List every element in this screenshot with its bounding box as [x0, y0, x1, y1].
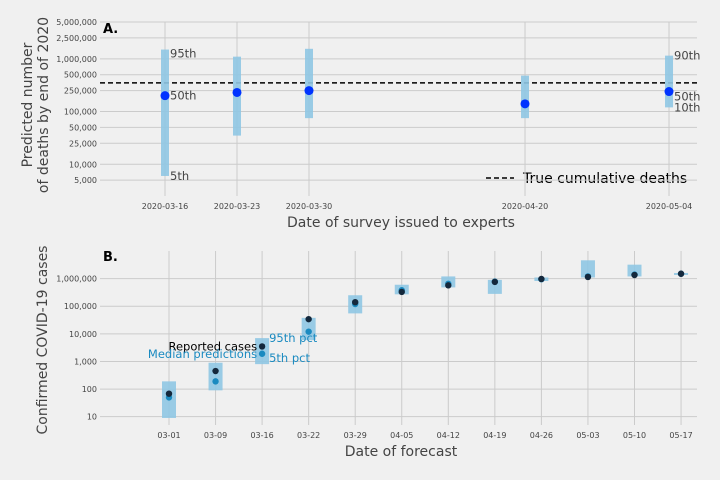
- panel-b-reported-point: [258, 343, 266, 350]
- panel-b-median-point: [212, 378, 219, 385]
- panel-b-interval-bar: [208, 362, 223, 391]
- panel-b-xtick-label: 04-05: [390, 431, 413, 440]
- panel-a-legend: True cumulative deaths: [486, 171, 687, 187]
- panel-b-interval-bar: [580, 260, 595, 278]
- panel-a-interval-bar: [521, 75, 530, 119]
- panel-a-ylabel-line1: Predicted number: [20, 42, 36, 167]
- panel-a-ytick-label: 250,000: [64, 87, 97, 96]
- panel-a-interval-bar: [161, 49, 169, 176]
- panel-b-xtick-label: 05-03: [576, 431, 599, 440]
- panel-b-reported-point: [165, 390, 173, 397]
- panel-b-xtick-label: 04-26: [530, 431, 553, 440]
- panel-b-reported-point: [212, 367, 219, 375]
- panel-b-median-point: [258, 350, 266, 357]
- panel-a-annotation-low-last: 10th: [674, 100, 700, 114]
- panel-b-chart: B. Confirmed COVID-19 cases Date of fore…: [35, 246, 697, 460]
- panel-a-ytick-label: 1,000,000: [56, 55, 97, 64]
- panel-a-interval-bar: [305, 48, 314, 119]
- panel-b-xtick-label: 03-01: [157, 431, 180, 440]
- panel-b-annotation-low: 5th pct: [269, 351, 310, 365]
- panel-a-annotation-median-first: 50th: [170, 89, 196, 103]
- panel-b-reported-point: [584, 273, 592, 281]
- panel-b-xtick-label: 04-12: [437, 431, 460, 440]
- panel-b-xtick-label: 03-09: [204, 431, 227, 440]
- panel-b-xtick-label: 03-29: [344, 431, 367, 440]
- panel-b-annotation-median: Median predictions: [148, 347, 257, 361]
- panel-b-xtick-label: 03-16: [250, 431, 273, 440]
- panel-b-annotation-high: 95th pct: [269, 331, 318, 345]
- panel-a-xtick-label: 2020-03-23: [214, 202, 261, 211]
- panel-b-reported-point: [398, 288, 405, 296]
- panel-a-median-point: [520, 99, 530, 109]
- panel-b-ylabel: Confirmed COVID-19 cases: [35, 246, 51, 435]
- panel-b-reported-point: [631, 271, 638, 279]
- panel-b-ytick-label: 100: [82, 385, 97, 394]
- panel-b-reported-point: [491, 278, 499, 286]
- panel-a-median-point: [160, 91, 170, 101]
- panel-a-annotation-low-first: 5th: [170, 169, 189, 183]
- panel-b-reported-point: [305, 315, 312, 323]
- panel-a-xtick-label: 2020-03-16: [142, 202, 189, 211]
- panel-a-annotation-high-first: 95th: [170, 47, 196, 61]
- panel-b-median-point: [305, 328, 312, 335]
- panel-a-ytick-label: 25,000: [69, 139, 97, 148]
- panel-a-ytick-label: 50,000: [69, 123, 97, 132]
- panel-b-reported-point: [677, 270, 685, 277]
- panel-b-xtick-label: 05-10: [623, 431, 646, 440]
- panel-a-annotation-median-last: 50th: [674, 90, 700, 104]
- panel-a-ytick-label: 10,000: [69, 160, 97, 169]
- panel-a-ylabel-line2: of deaths by end of 2020: [36, 17, 52, 193]
- panel-a-annotation-high-last: 90th: [674, 49, 700, 63]
- panel-b-ytick-label: 1,000,000: [56, 275, 97, 284]
- panel-b-ytick-label: 10: [87, 413, 97, 422]
- panel-a-xtick-label: 2020-03-30: [286, 202, 333, 211]
- panel-a-ytick-label: 500,000: [64, 71, 97, 80]
- panel-b-annotation-reported: Reported cases: [169, 339, 258, 353]
- panel-a-median-point: [232, 87, 242, 97]
- panel-a-label: A.: [103, 22, 118, 37]
- panel-a-ytick-label: 100,000: [64, 108, 97, 117]
- panel-a-ytick-label: 2,500,000: [56, 34, 97, 43]
- panel-b-ytick-label: 10,000: [69, 330, 97, 339]
- legend-label: True cumulative deaths: [522, 171, 687, 187]
- panel-b-xtick-label: 03-22: [297, 431, 320, 440]
- panel-b-reported-point: [445, 282, 452, 289]
- panel-b-xtick-label: 04-19: [483, 431, 506, 440]
- panel-a-interval-bar: [665, 55, 674, 108]
- panel-b-interval-bar: [627, 264, 642, 277]
- panel-a-median-point: [304, 86, 314, 96]
- panel-b-xtick-label: 05-17: [669, 431, 692, 440]
- panel-a-xtick-label: 2020-04-20: [502, 202, 549, 211]
- panel-b-xlabel: Date of forecast: [345, 444, 458, 460]
- panel-a-ytick-label: 5,000,000: [56, 18, 97, 27]
- panel-b-label: B.: [103, 250, 118, 265]
- panel-b-reported-point: [352, 298, 359, 306]
- panel-b-reported-point: [538, 275, 545, 283]
- panel-b-ytick-label: 100,000: [64, 302, 97, 311]
- panel-a-ytick-label: 5,000: [74, 176, 97, 185]
- panel-a-chart: A. Predicted number of deaths by end of …: [20, 17, 700, 231]
- panel-b-ytick-label: 1,000: [74, 357, 97, 366]
- panel-a-xlabel: Date of survey issued to experts: [287, 215, 515, 231]
- panel-a-xtick-label: 2020-05-04: [646, 202, 693, 211]
- panel-a-median-point: [664, 87, 674, 97]
- panel-b-interval-bar: [487, 279, 502, 294]
